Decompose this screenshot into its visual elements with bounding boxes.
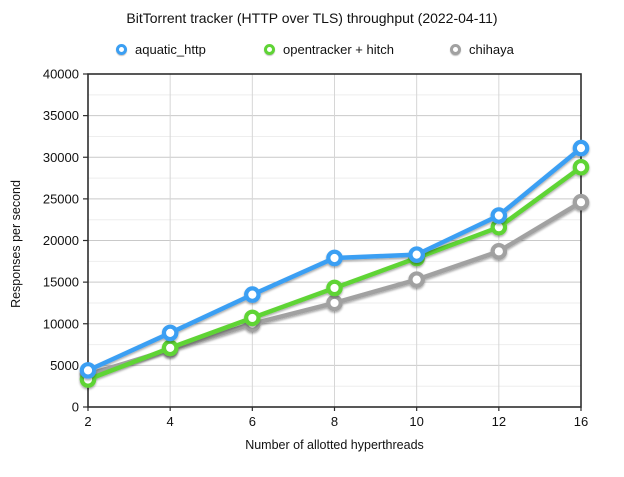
data-point-marker	[408, 246, 425, 263]
legend-item-chihaya: chihaya	[450, 41, 514, 57]
series-aquatic-http	[79, 139, 590, 379]
y-tick-label: 5000	[50, 358, 79, 373]
x-axis-label: Number of allotted hyperthreads	[245, 438, 424, 452]
x-tick-label: 16	[574, 414, 588, 429]
legend-marker-chihaya-icon	[450, 43, 461, 55]
data-point-marker	[490, 207, 508, 224]
y-tick-label: 20000	[43, 233, 79, 248]
y-tick-label: 40000	[43, 67, 79, 82]
y-tick-label: 30000	[43, 150, 79, 165]
y-tick-label: 35000	[43, 108, 79, 123]
data-point-marker	[326, 279, 343, 297]
data-point-marker	[79, 362, 97, 379]
data-point-marker	[244, 286, 261, 303]
data-point-marker	[490, 243, 508, 260]
x-tick-label: 2	[84, 414, 91, 429]
x-tick-label: 10	[409, 414, 423, 429]
legend-item-opentracker-hitch: opentracker + hitch	[264, 41, 394, 57]
y-axis-label: Responses per second	[9, 180, 23, 308]
legend-label-aquatic-http: aquatic_http	[135, 41, 206, 57]
data-point-marker	[572, 193, 590, 211]
data-point-marker	[408, 271, 425, 288]
y-tick-label: 10000	[43, 316, 79, 331]
y-tick-label: 15000	[43, 275, 79, 290]
y-tick-label: 25000	[43, 191, 79, 206]
data-point-marker	[572, 139, 590, 157]
x-tick-label: 4	[167, 414, 174, 429]
data-point-marker	[326, 294, 343, 312]
legend-item-aquatic-http: aquatic_http	[116, 41, 206, 57]
data-point-marker	[572, 158, 590, 176]
legend-marker-opentracker-hitch-icon	[264, 43, 275, 55]
data-point-marker	[161, 324, 179, 342]
data-point-marker	[161, 339, 179, 357]
x-tick-label: 8	[331, 414, 338, 429]
x-tick-label: 6	[249, 414, 256, 429]
data-point-marker	[244, 309, 261, 327]
legend-label-opentracker-hitch: opentracker + hitch	[283, 41, 394, 57]
y-tick-label: 0	[72, 400, 79, 415]
legend-marker-aquatic-http-icon	[116, 43, 127, 55]
chart-title: BitTorrent tracker (HTTP over TLS) throu…	[126, 10, 498, 26]
legend-label-chihaya: chihaya	[469, 41, 514, 57]
x-tick-label: 12	[492, 414, 506, 429]
data-point-marker	[326, 249, 343, 267]
